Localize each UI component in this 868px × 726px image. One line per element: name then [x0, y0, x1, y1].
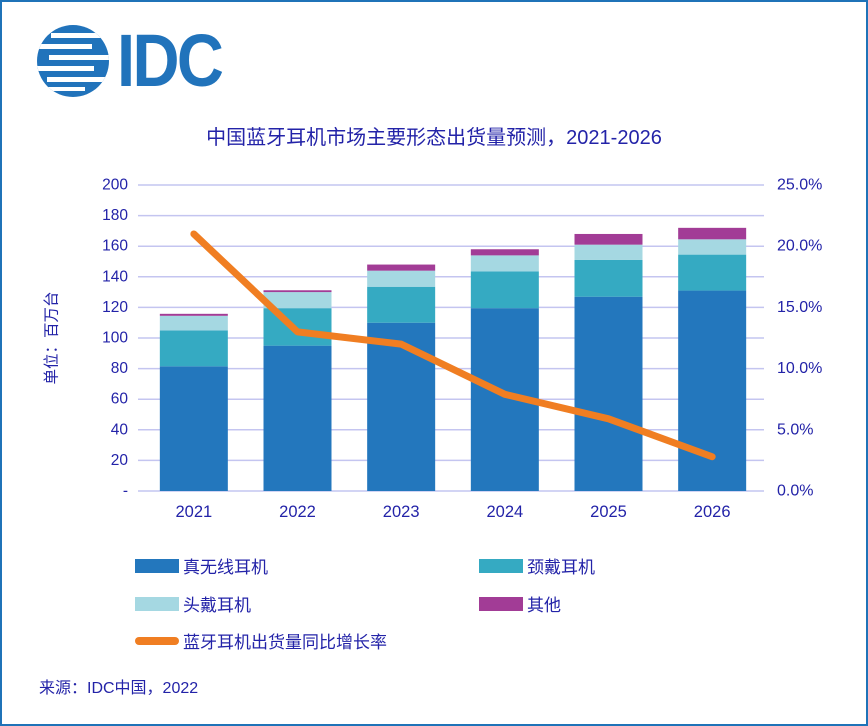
- x-axis-label: 2026: [694, 503, 731, 521]
- legend-item-growth-line: 蓝牙耳机出货量同比增长率: [135, 628, 387, 653]
- bar-2026-头戴耳机: [678, 239, 747, 255]
- bar-2021-真无线耳机: [159, 366, 228, 491]
- idc-globe-icon: [37, 25, 109, 97]
- growth-rate-line: [190, 230, 716, 461]
- legend-item-neckband: 颈戴耳机: [479, 553, 595, 578]
- left-axis-tick: 40: [111, 421, 129, 438]
- x-axis-label: 2025: [590, 503, 627, 521]
- right-axis-tick: 20.0%: [777, 238, 822, 255]
- chart-canvas: 200 180 160 140 120 100 80 60 40 20 - 25.0% 20.0% 15.…: [43, 177, 823, 522]
- bar-2024-颈戴耳机: [470, 271, 539, 309]
- legend-label-growth-line: 蓝牙耳机出货量同比增长率: [183, 633, 387, 652]
- legend-item-tws: 真无线耳机: [135, 553, 268, 578]
- left-axis-tick: 200: [102, 177, 128, 194]
- legend-label-other: 其他: [527, 596, 561, 615]
- right-axis-tick: 25.0%: [777, 177, 822, 194]
- bar-2026-其他: [678, 227, 747, 240]
- bar-2022-真无线耳机: [263, 345, 332, 491]
- source-note: 来源：IDC中国，2022: [39, 680, 199, 697]
- legend-item-other: 其他: [479, 591, 561, 616]
- legend-label-headband: 头戴耳机: [183, 596, 251, 615]
- left-axis-tick: 180: [102, 207, 128, 224]
- x-axis-label: 2024: [486, 503, 523, 521]
- left-axis-tick: 60: [111, 391, 129, 408]
- bar-2023-其他: [367, 264, 436, 271]
- x-axis-label: 2022: [279, 503, 316, 521]
- right-axis-tick: 5.0%: [777, 421, 813, 438]
- left-axis-tick: 20: [111, 452, 129, 469]
- bar-2025-颈戴耳机: [574, 259, 643, 297]
- right-axis-tick: 15.0%: [777, 299, 822, 316]
- left-axis-tick: 80: [111, 360, 129, 377]
- legend-label-neckband: 颈戴耳机: [527, 558, 595, 577]
- x-axis-label: 2023: [383, 503, 420, 521]
- bar-2024-头戴耳机: [470, 255, 539, 272]
- bar-2022-头戴耳机: [263, 292, 332, 309]
- idc-logo: IDC: [37, 19, 235, 102]
- left-axis-tick: 120: [102, 299, 128, 316]
- idc-logo-text: IDC: [117, 19, 224, 102]
- legend-swatch-growth-line: [135, 636, 179, 645]
- left-axis-tick: 140: [102, 268, 128, 285]
- legend-label-tws: 真无线耳机: [183, 558, 268, 577]
- legend-item-headband: 头戴耳机: [135, 591, 251, 616]
- bar-2022-其他: [263, 290, 332, 293]
- legend-swatch-neckband: [479, 558, 523, 573]
- bar-2026-真无线耳机: [678, 290, 747, 491]
- x-axis-label: 2021: [175, 503, 212, 521]
- legend-swatch-other: [479, 596, 523, 611]
- left-axis-tick: 100: [102, 330, 128, 347]
- bar-2025-头戴耳机: [574, 244, 643, 260]
- bar-2023-头戴耳机: [367, 270, 436, 287]
- bar-2024-其他: [470, 249, 539, 256]
- legend-swatch-headband: [135, 596, 179, 611]
- bar-2021-颈戴耳机: [159, 330, 228, 367]
- bar-2021-其他: [159, 313, 228, 316]
- bar-2026-颈戴耳机: [678, 254, 747, 291]
- left-axis-tick: -: [123, 483, 128, 500]
- right-axis-tick: 0.0%: [777, 483, 813, 500]
- right-axis-tick: 10.0%: [777, 360, 822, 377]
- left-axis-tick: 160: [102, 238, 128, 255]
- legend-swatch-tws: [135, 558, 179, 573]
- bar-2025-其他: [574, 233, 643, 245]
- bar-2025-真无线耳机: [574, 296, 643, 491]
- y-axis-title: 单位：百万台: [43, 291, 61, 384]
- bar-2021-头戴耳机: [159, 315, 228, 331]
- bar-2023-颈戴耳机: [367, 286, 436, 323]
- bar-2023-真无线耳机: [367, 322, 436, 491]
- chart-title: 中国蓝牙耳机市场主要形态出货量预测，2021-2026: [206, 127, 662, 149]
